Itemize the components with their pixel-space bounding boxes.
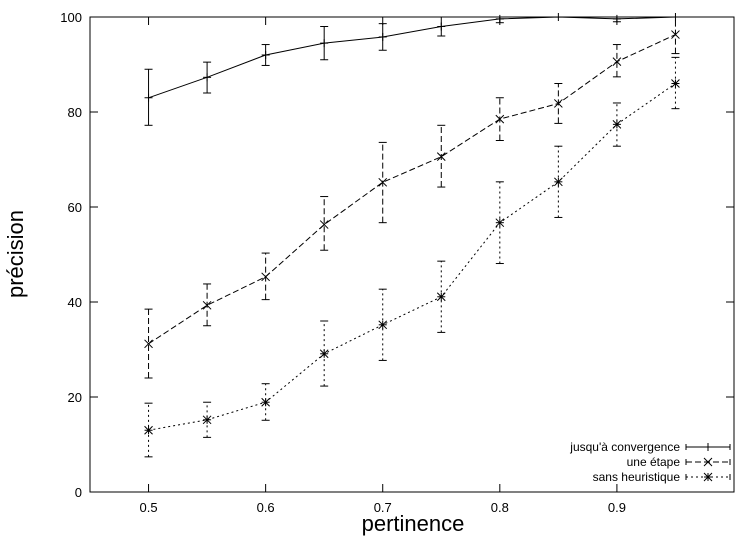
series-line: [148, 83, 676, 431]
data-point: [612, 57, 622, 67]
data-point: [144, 425, 153, 435]
legend-entry: sans heuristique: [593, 470, 731, 484]
data-point: [436, 292, 446, 302]
x-tick-label: 0.6: [257, 500, 275, 515]
legend-entry: jusqu'à convergence: [569, 440, 731, 454]
y-tick-label: 20: [68, 390, 82, 405]
x-tick-label: 0.7: [374, 500, 392, 515]
legend-label: une étape: [627, 455, 681, 469]
y-tick-label: 40: [68, 295, 82, 310]
legend-marker: [703, 472, 713, 482]
data-point: [144, 339, 153, 349]
y-tick-label: 80: [68, 105, 82, 120]
x-tick-label: 0.8: [491, 500, 509, 515]
x-axis-title: pertinence: [362, 511, 465, 536]
data-point: [261, 397, 270, 407]
data-point: [319, 349, 329, 359]
data-point: [554, 177, 563, 187]
data-point: [612, 119, 622, 129]
data-point: [261, 272, 270, 282]
x-tick-label: 0.9: [608, 500, 626, 515]
y-tick-label: 60: [68, 200, 82, 215]
series-line: [148, 34, 676, 345]
data-point: [378, 177, 388, 187]
y-axis-title: précision: [3, 210, 28, 298]
data-point: [554, 99, 563, 108]
series-line: [148, 16, 676, 99]
series-layer: [144, 13, 680, 458]
legend-label: sans heuristique: [593, 470, 681, 484]
data-point: [671, 79, 680, 88]
series-2: [144, 16, 680, 379]
x-tick-label: 0.5: [140, 500, 158, 515]
data-point: [436, 152, 446, 162]
y-tick-label: 100: [60, 10, 82, 25]
data-point: [495, 218, 505, 228]
data-point: [671, 30, 680, 39]
legend-entry: une étape: [627, 455, 731, 469]
legend-marker: [703, 457, 713, 467]
y-tick-label: 0: [75, 485, 82, 500]
series-3: [144, 56, 680, 458]
data-point: [202, 415, 212, 425]
series-1: [144, 13, 680, 126]
plot-frame: [89, 16, 735, 493]
legend-label: jusqu'à convergence: [569, 440, 680, 454]
data-point: [202, 300, 212, 310]
data-point: [378, 320, 388, 330]
data-point: [495, 114, 505, 124]
data-point: [319, 220, 329, 229]
